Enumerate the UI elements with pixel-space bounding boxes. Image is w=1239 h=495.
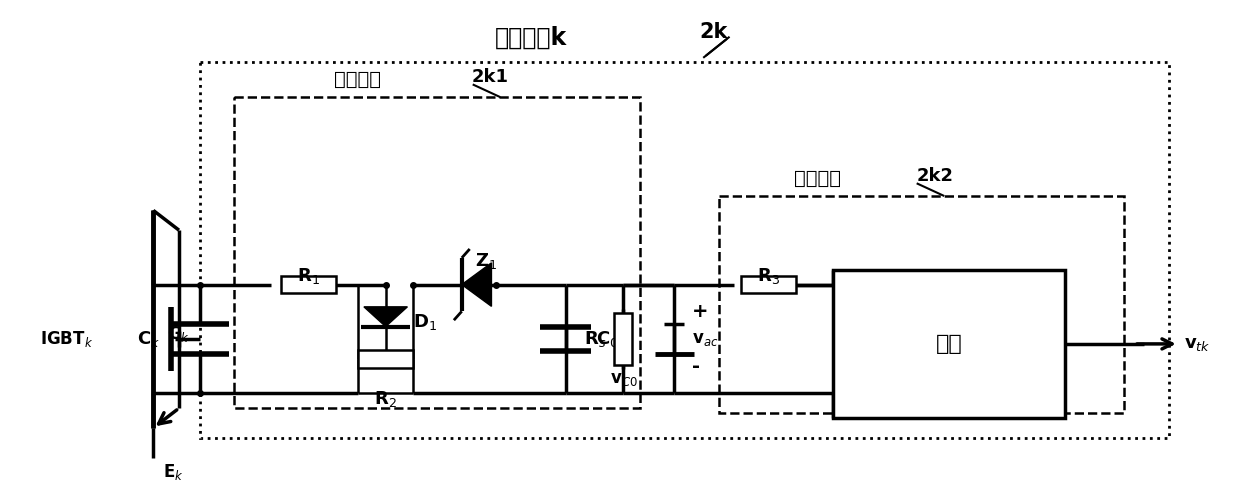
Text: v$_{ac}$: v$_{ac}$ xyxy=(693,330,719,348)
Text: +: + xyxy=(693,302,709,321)
Bar xyxy=(234,97,639,408)
Polygon shape xyxy=(462,263,492,306)
Text: C$_0$: C$_0$ xyxy=(596,329,618,349)
Text: R$_3$: R$_3$ xyxy=(757,266,779,286)
Text: IGBT$_k$: IGBT$_k$ xyxy=(40,329,93,349)
Bar xyxy=(741,276,795,294)
Text: +: + xyxy=(612,351,628,370)
Text: R$_s$: R$_s$ xyxy=(584,329,606,349)
Bar xyxy=(281,276,336,294)
Text: 2k2: 2k2 xyxy=(917,167,954,185)
Polygon shape xyxy=(364,307,408,327)
Text: 2k1: 2k1 xyxy=(472,68,509,86)
Bar xyxy=(199,62,1168,438)
Text: 箝位电路: 箝位电路 xyxy=(335,70,382,90)
Text: R$_2$: R$_2$ xyxy=(374,390,396,409)
Text: v$_{tk}$: v$_{tk}$ xyxy=(1183,335,1211,353)
Bar xyxy=(833,270,1066,418)
Text: 隔离电路: 隔离电路 xyxy=(794,169,841,188)
Bar xyxy=(358,350,413,368)
Text: G$_k$: G$_k$ xyxy=(167,324,190,344)
Text: -: - xyxy=(693,357,700,376)
Text: D$_1$: D$_1$ xyxy=(414,312,437,332)
Text: 箝位单元k: 箝位单元k xyxy=(494,25,567,50)
Text: 2k: 2k xyxy=(699,22,727,43)
Text: E$_k$: E$_k$ xyxy=(164,462,183,483)
Text: R$_1$: R$_1$ xyxy=(297,266,320,286)
Text: 光耦: 光耦 xyxy=(935,334,963,354)
Text: v$_{C0}$: v$_{C0}$ xyxy=(610,369,638,388)
Text: C$_k$: C$_k$ xyxy=(138,329,160,349)
Text: -: - xyxy=(616,308,624,327)
Text: Z$_1$: Z$_1$ xyxy=(476,251,498,271)
Bar xyxy=(615,313,632,365)
Bar xyxy=(719,196,1124,413)
